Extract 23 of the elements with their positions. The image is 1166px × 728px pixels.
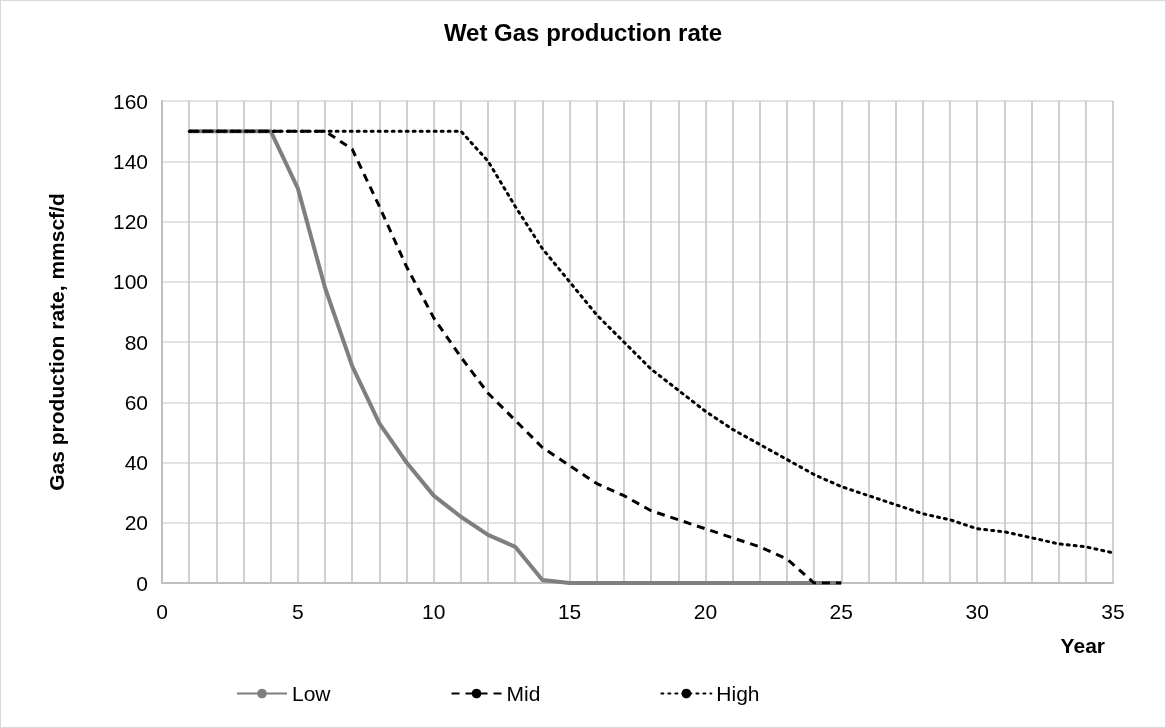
x-tick-label: 20 bbox=[693, 600, 718, 623]
y-tick-label: 100 bbox=[112, 270, 148, 294]
chart-title: Wet Gas production rate bbox=[443, 18, 723, 46]
y-tick-label: 0 bbox=[136, 571, 148, 595]
legend-label: Mid bbox=[506, 682, 541, 705]
y-tick-label: 120 bbox=[112, 210, 148, 233]
x-tick-label: 0 bbox=[156, 600, 168, 623]
y-tick-label: 160 bbox=[112, 89, 148, 113]
y-tick-label: 60 bbox=[124, 390, 148, 414]
legend-label: High bbox=[716, 682, 760, 705]
x-axis-title: Year bbox=[1060, 634, 1105, 657]
y-axis-title: Gas production rate, mmscf/d bbox=[45, 193, 68, 491]
y-tick-label: 140 bbox=[112, 149, 148, 173]
x-tick-label: 5 bbox=[292, 600, 304, 623]
x-tick-label: 15 bbox=[557, 600, 582, 623]
x-tick-label: 10 bbox=[422, 600, 446, 623]
legend-label: Low bbox=[292, 682, 332, 705]
y-tick-label: 20 bbox=[124, 511, 148, 535]
x-tick-label: 30 bbox=[965, 600, 989, 623]
x-tick-label: 25 bbox=[829, 600, 853, 623]
x-tick-label: 35 bbox=[1101, 600, 1125, 623]
y-tick-label: 40 bbox=[124, 451, 148, 474]
y-tick-label: 80 bbox=[124, 330, 148, 354]
